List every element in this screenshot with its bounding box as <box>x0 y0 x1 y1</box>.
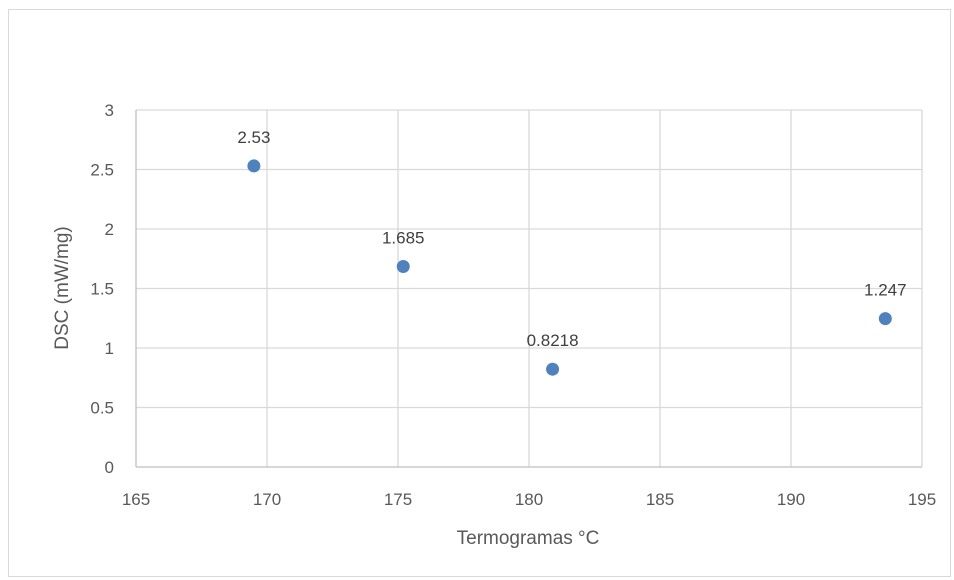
chart-frame <box>8 9 951 577</box>
x-axis-tick-labels: 165 170 175 180 185 190 195 <box>122 490 936 509</box>
y-axis-title: DSC (mW/mg) <box>52 226 73 349</box>
x-tick-label: 185 <box>646 490 674 509</box>
y-tick-label: 0.5 <box>90 399 114 418</box>
y-tick-label: 2 <box>105 220 114 239</box>
data-point <box>546 362 560 376</box>
y-tick-label: 1.5 <box>90 280 114 299</box>
data-label: 2.53 <box>237 128 270 147</box>
data-point <box>396 259 410 273</box>
x-tick-label: 165 <box>122 490 150 509</box>
x-tick-label: 170 <box>253 490 281 509</box>
x-tick-label: 195 <box>908 490 936 509</box>
x-tick-label: 180 <box>515 490 543 509</box>
y-axis-tick-labels: 0 0.5 1 1.5 2 2.5 3 <box>90 101 114 477</box>
y-tick-label: 3 <box>105 101 114 120</box>
gridlines <box>136 109 923 467</box>
data-point <box>878 312 892 326</box>
y-tick-label: 1 <box>105 339 114 358</box>
x-axis-title: Termogramas °C <box>457 528 600 549</box>
data-point <box>247 159 261 173</box>
data-label: 1.247 <box>864 281 907 300</box>
x-tick-label: 175 <box>384 490 412 509</box>
data-labels: 2.53 1.685 0.8218 1.247 <box>237 128 906 350</box>
data-points <box>247 159 892 376</box>
y-tick-label: 2.5 <box>90 161 114 180</box>
data-label: 1.685 <box>382 228 425 247</box>
x-tick-label: 190 <box>777 490 805 509</box>
y-tick-label: 0 <box>105 458 114 477</box>
axes <box>135 110 922 468</box>
data-label: 0.8218 <box>527 331 579 350</box>
